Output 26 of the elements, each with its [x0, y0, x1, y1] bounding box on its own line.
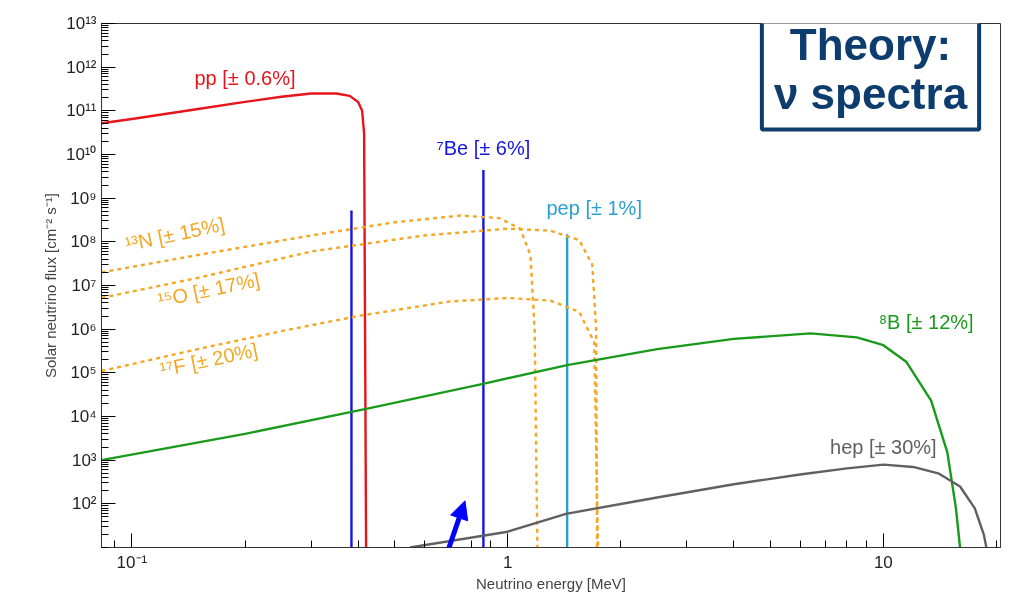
y-tick-label: 10⁵ — [70, 363, 97, 383]
annotation: Theory: ν spectra — [773, 19, 968, 118]
y-tick-label: 10¹⁰ — [65, 145, 97, 164]
y-tick-label: 10¹³ — [66, 14, 97, 33]
y-tick-label: 10⁸ — [70, 232, 97, 252]
y-tick-label: 10⁷ — [71, 276, 97, 295]
text: ¹⁷F [± 20%] — [157, 338, 260, 381]
y-tick-label: 10² — [71, 494, 97, 514]
text: ¹³N [± 15%] — [123, 212, 227, 256]
y-tick-label: 10¹¹ — [66, 101, 97, 121]
x-axis-title: Neutrino energy [MeV] — [475, 574, 627, 592]
series-label: hep [± 30%] — [830, 435, 937, 458]
y-tick-label: 10⁹ — [70, 188, 97, 208]
x-tick-label: 1 — [502, 552, 513, 572]
y-tick-label: 10³ — [71, 450, 97, 470]
y-tick-label: 10¹² — [66, 57, 97, 77]
series-label: ⁷Be [± 6%] — [436, 137, 531, 160]
y-tick-label: 10⁴ — [70, 407, 97, 426]
x-tick-label: 10⁻¹ — [116, 552, 148, 572]
y-tick-label: 10⁶ — [70, 319, 97, 339]
text: ¹⁵O [± 17%] — [155, 268, 262, 312]
series-label: pp [± 0.6%] — [194, 66, 296, 89]
x-tick-label: 10 — [873, 552, 893, 572]
y-axis-title: Solar neutrino flux [cm⁻² s⁻¹] — [41, 192, 59, 379]
series-label: pep [± 1%] — [546, 196, 642, 219]
series-label: ⁸B [± 12%] — [878, 311, 974, 334]
